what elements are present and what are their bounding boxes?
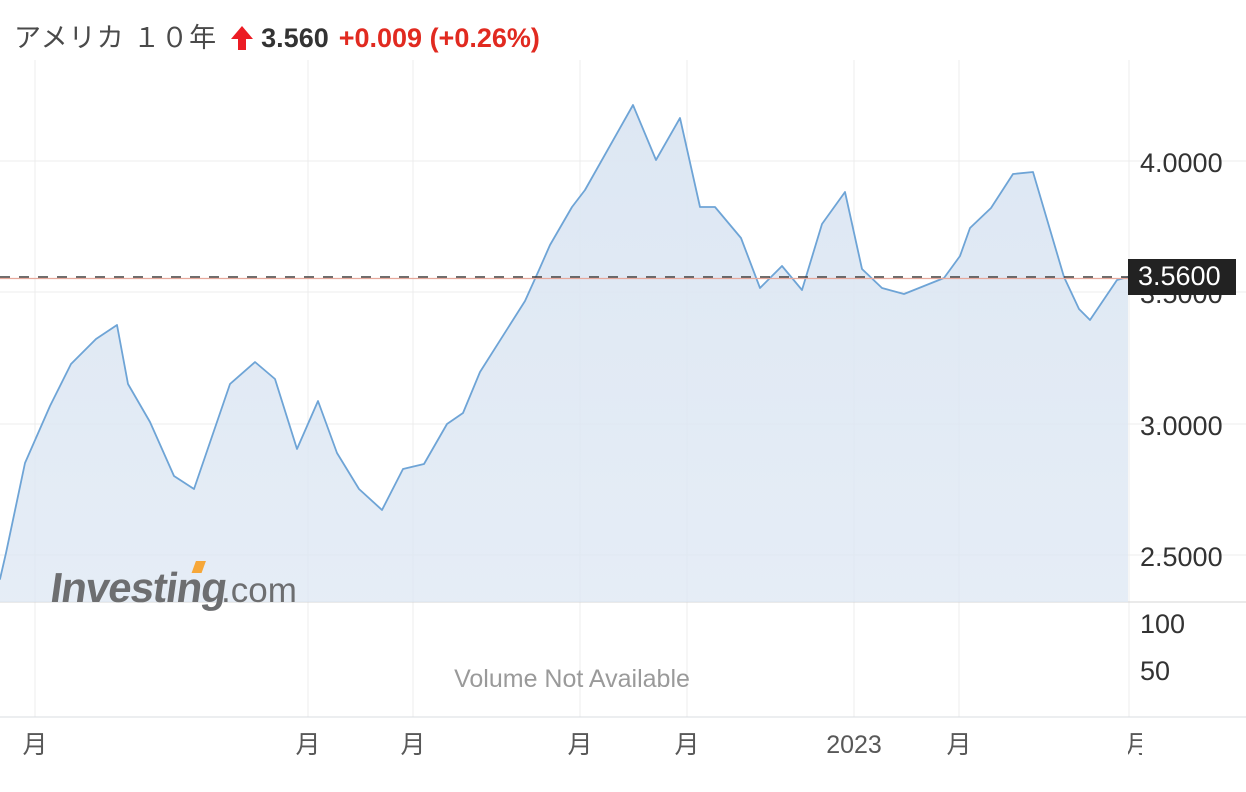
svg-text:3.0000: 3.0000 [1140, 411, 1223, 441]
svg-text:月: 月 [22, 731, 47, 759]
svg-text:4.0000: 4.0000 [1140, 148, 1223, 178]
svg-text:月: 月 [295, 731, 320, 759]
svg-text:.com: .com [221, 571, 297, 610]
svg-text:2.5000: 2.5000 [1140, 542, 1223, 572]
svg-text:月: 月 [567, 731, 592, 759]
svg-text:100: 100 [1140, 609, 1185, 639]
svg-text:3.5600: 3.5600 [1138, 261, 1221, 291]
svg-text:50: 50 [1140, 656, 1170, 686]
svg-text:Investing: Investing [48, 564, 230, 611]
svg-text:2023: 2023 [826, 731, 882, 759]
svg-text:Volume Not Available: Volume Not Available [454, 665, 690, 693]
svg-text:月: 月 [674, 731, 699, 759]
svg-text:月: 月 [946, 731, 971, 759]
svg-text:月: 月 [400, 731, 425, 759]
svg-text:月: 月 [1125, 731, 1150, 759]
